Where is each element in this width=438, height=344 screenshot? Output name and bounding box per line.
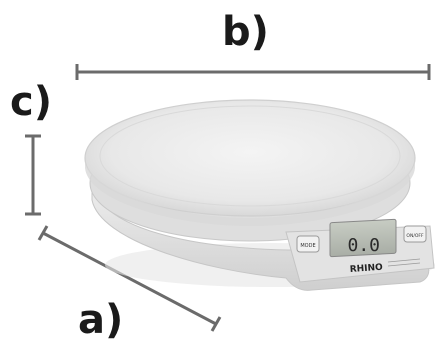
brand-logo: RHINO — [350, 263, 384, 275]
spec-text-line — [387, 258, 421, 263]
mode-button[interactable]: MODE — [296, 235, 320, 253]
dimension-label-b: b) — [222, 9, 269, 55]
dimension-line-a — [37, 225, 222, 332]
dimension-line-c — [25, 134, 41, 216]
dimension-label-c: c) — [10, 79, 52, 125]
lcd-reading: 0.0 — [347, 235, 380, 256]
kitchen-scale: MODE 0.0 ON/OFF RHINO — [84, 99, 435, 291]
power-button[interactable]: ON/OFF — [403, 225, 427, 243]
mode-button-label: MODE — [300, 243, 315, 249]
lcd-display: 0.0 — [329, 218, 397, 258]
spec-text-line — [387, 262, 421, 267]
power-button-label: ON/OFF — [406, 233, 424, 239]
dimension-label-a: a) — [78, 297, 124, 343]
dimension-line-b — [75, 64, 431, 80]
